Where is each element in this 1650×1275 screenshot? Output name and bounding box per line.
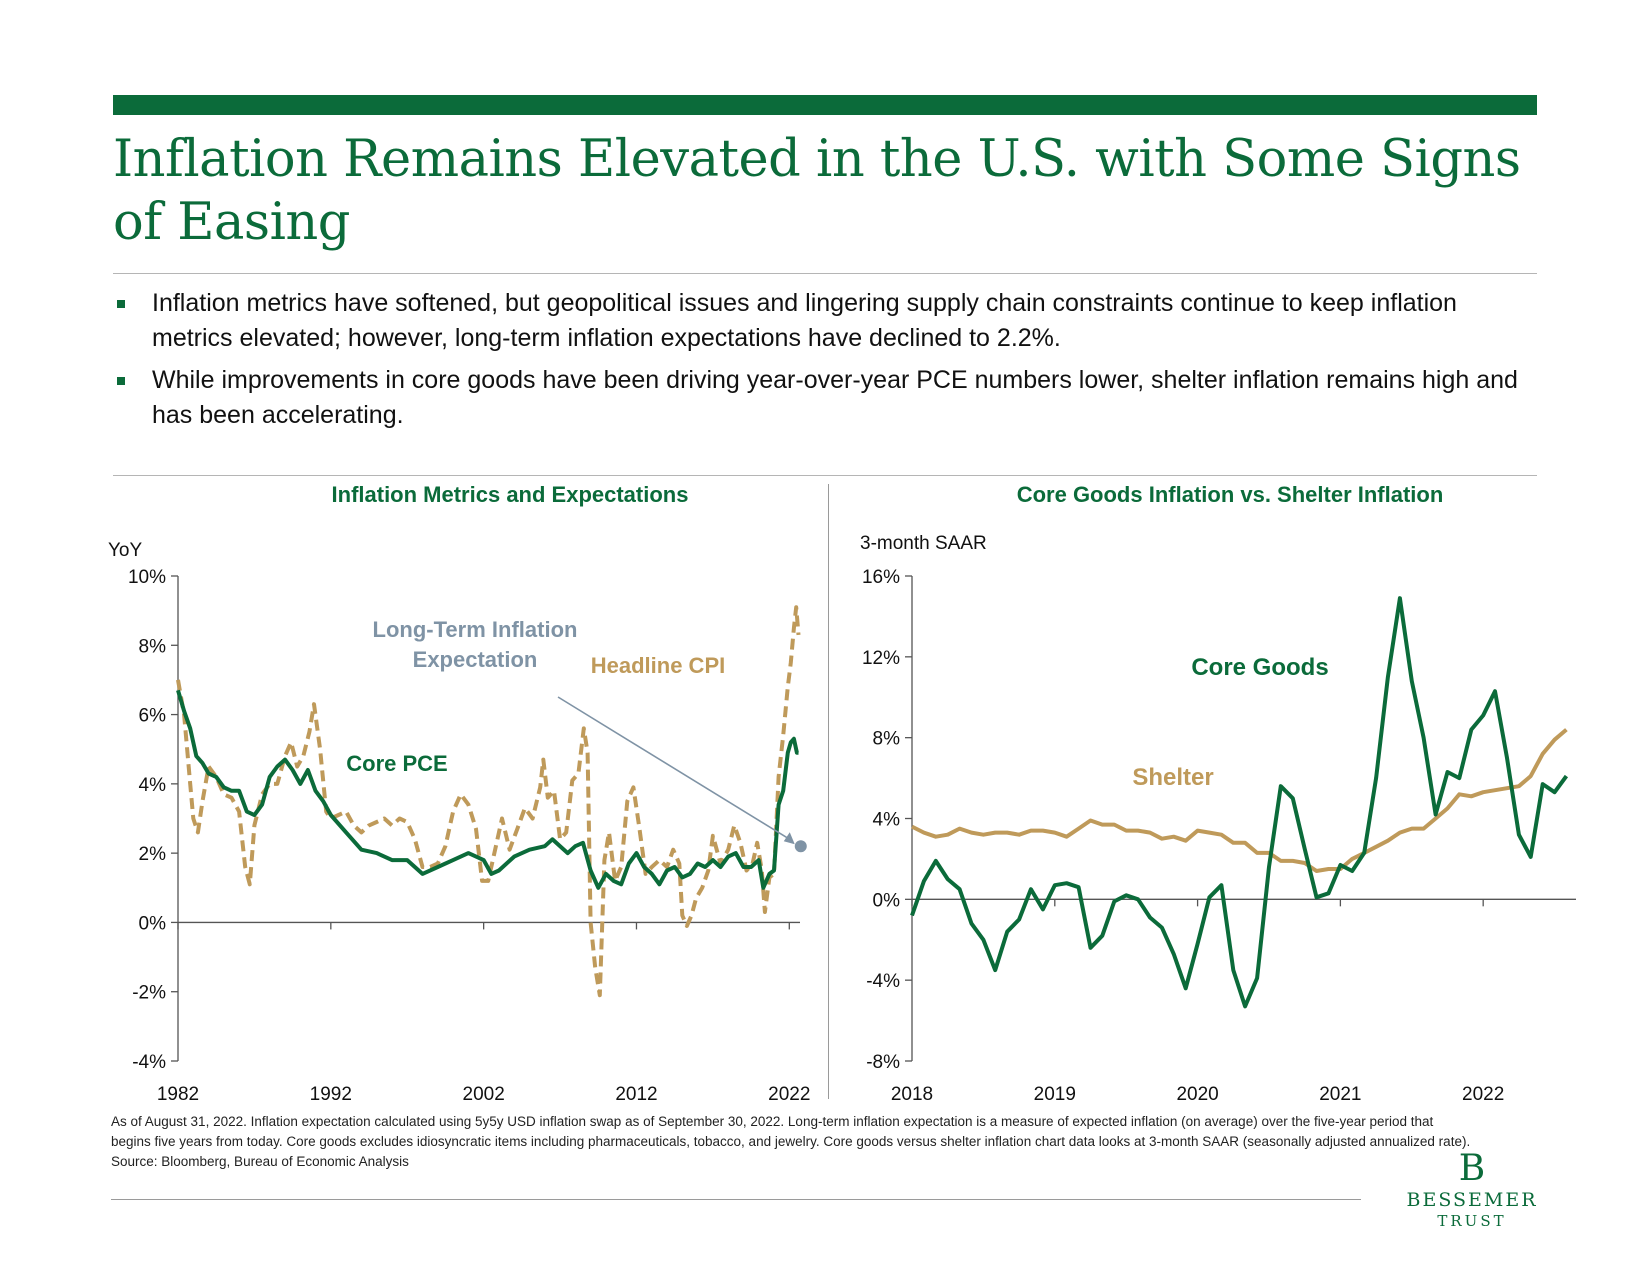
y-tick-label: 2% [139,844,167,865]
logo-monogram: B [1458,1148,1486,1189]
bullets-divider [113,475,1537,476]
x-tick-label: 2022 [768,1084,810,1105]
expectation-arrow-head [783,832,795,845]
bessemer-logo: B BESSEMER TRUST [1392,1148,1552,1231]
logo-sub: TRUST [1437,1212,1507,1230]
y-axis-label: 3-month SAAR [860,533,987,554]
core-goods-line [910,596,1569,1009]
x-tick-label: 2021 [1319,1084,1361,1105]
x-tick-label: 2022 [1462,1084,1504,1105]
core-pce-line [176,689,799,890]
y-tick-label: 0% [139,913,167,934]
title-divider [113,273,1537,274]
footnote-source: Source: Bloomberg, Bureau of Economic An… [111,1154,409,1169]
y-axis-label: YoY [108,540,142,561]
y-tick-label: -2% [132,983,166,1004]
expectation-marker [794,840,807,853]
shelter-line [911,728,1568,873]
y-tick-label: 16% [862,567,900,588]
core-goods-label: Core Goods [1191,654,1328,681]
y-tick-label: 4% [139,775,167,796]
x-tick-label: 1982 [157,1084,199,1105]
bullet-item: While improvements in core goods have be… [113,363,1543,433]
x-tick-label: 2019 [1034,1084,1076,1105]
page-title: Inflation Remains Elevated in the U.S. w… [113,130,1521,252]
bullet-item: Inflation metrics have softened, but geo… [113,286,1543,356]
bullet-text: Inflation metrics have softened, but geo… [152,289,1457,352]
x-tick-label: 1992 [310,1084,352,1105]
headline-cpi-line [176,605,801,998]
y-tick-label: 8% [873,729,901,750]
right-chart-title: Core Goods Inflation vs. Shelter Inflati… [1016,482,1444,507]
core-pce-label: Core PCE [346,751,447,776]
top-accent-bar [113,95,1537,115]
expectation-label-line1: Long-Term Inflation [373,617,578,642]
expectation-arrow-line [557,696,794,842]
left-chart-title: Inflation Metrics and Expectations [331,482,689,507]
chart-divider [828,484,829,1099]
logo-name: BESSEMER [1406,1189,1538,1211]
y-tick-label: 10% [128,567,166,588]
headline-cpi-label: Headline CPI [591,653,725,678]
x-tick-label: 2020 [1176,1084,1218,1105]
y-tick-label: 4% [873,810,901,831]
y-tick-label: -4% [132,1052,166,1073]
x-tick-label: 2018 [891,1084,933,1105]
y-tick-label: 12% [862,648,900,669]
bullet-list: Inflation metrics have softened, but geo… [113,286,1543,440]
shelter-label: Shelter [1132,764,1213,791]
footnote-text: As of August 31, 2022. Inflation expecta… [111,1114,1471,1149]
bullet-square-icon [117,377,125,385]
right-chart: 16% 12% 8% 4% 0% -4% -8% 2018 2019 2020 2021 2022 3-… [860,533,1576,1105]
bullet-text: While improvements in core goods have be… [152,366,1518,429]
expectation-label-line2: Expectation [413,647,538,672]
footer-divider [111,1199,1361,1200]
y-tick-label: 0% [873,890,901,911]
y-tick-label: -8% [866,1052,900,1073]
bullet-square-icon [117,300,125,308]
y-tick-label: 8% [139,636,167,657]
y-tick-label: -4% [866,971,900,992]
x-tick-label: 2012 [615,1084,657,1105]
left-chart: 10% 8% 6% 4% 2% 0% -2% -4% 1982 1992 2002 2012 2022 Y… [108,540,810,1105]
x-tick-label: 2002 [463,1084,505,1105]
footnote: As of August 31, 2022. Inflation expecta… [111,1112,1471,1172]
y-tick-label: 6% [139,706,167,727]
